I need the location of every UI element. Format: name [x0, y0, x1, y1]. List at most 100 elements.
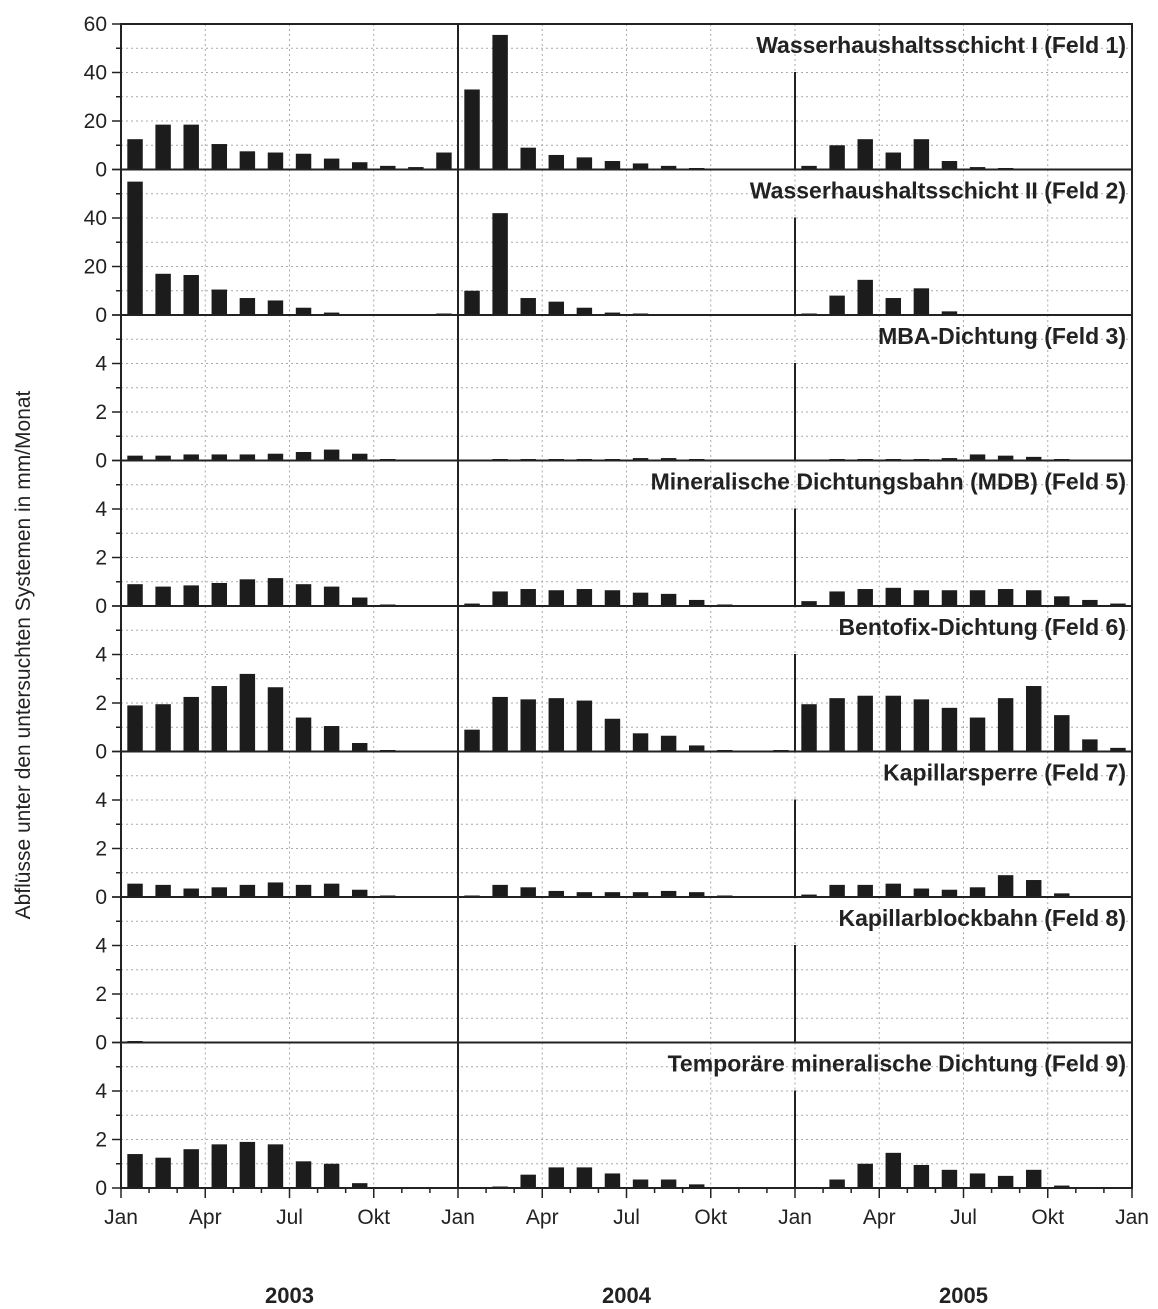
bar-2-5 [239, 298, 256, 315]
y-tick-label: 0 [95, 159, 107, 182]
y-tick-label: 4 [95, 1080, 107, 1103]
bar-1-31 [969, 167, 986, 170]
bar-5-25 [801, 704, 817, 752]
bar-5-33 [1025, 686, 1042, 752]
x-tick-label: Jan [1115, 1206, 1149, 1229]
bar-5-17 [576, 700, 593, 752]
y-tick-label: 40 [84, 207, 107, 230]
bar-3-30 [941, 458, 958, 461]
bar-4-1 [127, 584, 143, 606]
y-tick-label: 20 [84, 110, 107, 133]
bar-1-25 [801, 165, 817, 170]
bar-5-4 [211, 686, 228, 752]
bar-5-16 [548, 698, 565, 752]
bar-4-3 [183, 585, 199, 606]
bar-3-4 [211, 454, 228, 461]
bar-8-33 [1025, 1169, 1042, 1188]
bar-3-5 [239, 454, 256, 461]
bar-2-28 [885, 298, 902, 315]
panel-3: 0 2 4 MBA-Dichtung (Feld 3) [95, 314, 1133, 473]
bar-1-4 [211, 144, 228, 170]
bar-6-6 [267, 882, 284, 897]
bar-5-13 [464, 729, 480, 752]
bar-1-3 [183, 124, 199, 170]
bar-2-3 [183, 274, 199, 315]
bar-4-5 [239, 579, 256, 606]
y-tick-label: 20 [84, 256, 107, 279]
bar-6-26 [829, 884, 845, 897]
bar-4-28 [885, 587, 902, 606]
bar-3-19 [632, 458, 649, 461]
bar-1-26 [829, 145, 845, 170]
x-tick-label: Jul [276, 1206, 303, 1229]
bar-1-29 [913, 139, 930, 170]
bar-1-13 [464, 89, 480, 170]
bar-2-29 [913, 288, 930, 315]
bar-6-34 [1054, 893, 1070, 897]
x-tick-label: Jul [613, 1206, 640, 1229]
y-tick-label: 0 [95, 304, 107, 327]
bar-8-16 [548, 1167, 565, 1188]
bar-5-28 [885, 695, 902, 752]
bar-2-26 [829, 295, 845, 315]
bar-6-5 [239, 884, 256, 897]
bar-3-32 [997, 455, 1014, 461]
bar-4-16 [548, 590, 565, 606]
y-tick-label: 2 [95, 692, 107, 715]
year-label: 2004 [602, 1283, 652, 1308]
bar-2-4 [211, 289, 228, 315]
bar-4-33 [1025, 590, 1042, 606]
bar-8-34 [1054, 1185, 1070, 1188]
bar-2-13 [464, 290, 480, 315]
bar-8-6 [267, 1144, 284, 1188]
bar-6-4 [211, 887, 228, 897]
bar-4-35 [1082, 599, 1098, 606]
bar-3-1 [127, 455, 143, 461]
bar-3-8 [323, 449, 340, 461]
bar-1-8 [323, 158, 340, 170]
bar-6-21 [688, 892, 705, 897]
bar-6-3 [183, 888, 199, 897]
bar-5-20 [660, 735, 677, 752]
y-tick-label: 4 [95, 353, 107, 376]
x-tick-label: Jan [441, 1206, 475, 1229]
bar-5-29 [913, 699, 930, 752]
bar-5-6 [267, 687, 284, 752]
bar-5-32 [997, 698, 1014, 752]
bar-1-15 [520, 147, 536, 170]
bar-6-30 [941, 889, 958, 897]
y-axis-label-container: Abflüsse unter den untersuchten Systemen… [4, 0, 44, 1309]
bar-1-16 [548, 154, 565, 170]
bar-2-8 [323, 312, 340, 315]
panel-title: Wasserhaushaltsschicht II (Feld 2) [750, 178, 1126, 204]
bar-1-28 [885, 152, 902, 170]
bar-3-7 [295, 452, 312, 461]
bar-2-17 [576, 307, 593, 315]
bar-4-25 [801, 601, 817, 606]
year-label: 2005 [939, 1283, 988, 1308]
bar-6-8 [323, 883, 340, 897]
bar-4-2 [155, 586, 171, 606]
bar-5-18 [604, 718, 621, 752]
bar-3-20 [660, 458, 677, 461]
bar-8-17 [576, 1167, 593, 1188]
x-tick-label: Apr [863, 1206, 896, 1229]
bar-1-5 [239, 151, 256, 170]
bar-6-2 [155, 884, 171, 897]
bar-8-26 [829, 1179, 845, 1188]
panel-8: 0 2 4 Temporäre mineralische Dichtung (Feld… [95, 1041, 1133, 1200]
panel-5: 0 2 4 Bentofix-Dichtung (Feld 6) [95, 605, 1133, 764]
bar-5-5 [239, 673, 256, 752]
bar-2-2 [155, 273, 171, 315]
bar-5-7 [295, 717, 312, 752]
bar-5-14 [492, 696, 508, 752]
bar-4-4 [211, 582, 228, 606]
bar-2-16 [548, 301, 565, 315]
bar-2-1 [127, 181, 143, 315]
bar-5-1 [127, 705, 143, 752]
bar-8-5 [239, 1141, 256, 1188]
bar-1-6 [267, 152, 284, 170]
bar-4-19 [632, 592, 649, 606]
bar-1-2 [155, 124, 171, 170]
bar-3-6 [267, 453, 284, 461]
